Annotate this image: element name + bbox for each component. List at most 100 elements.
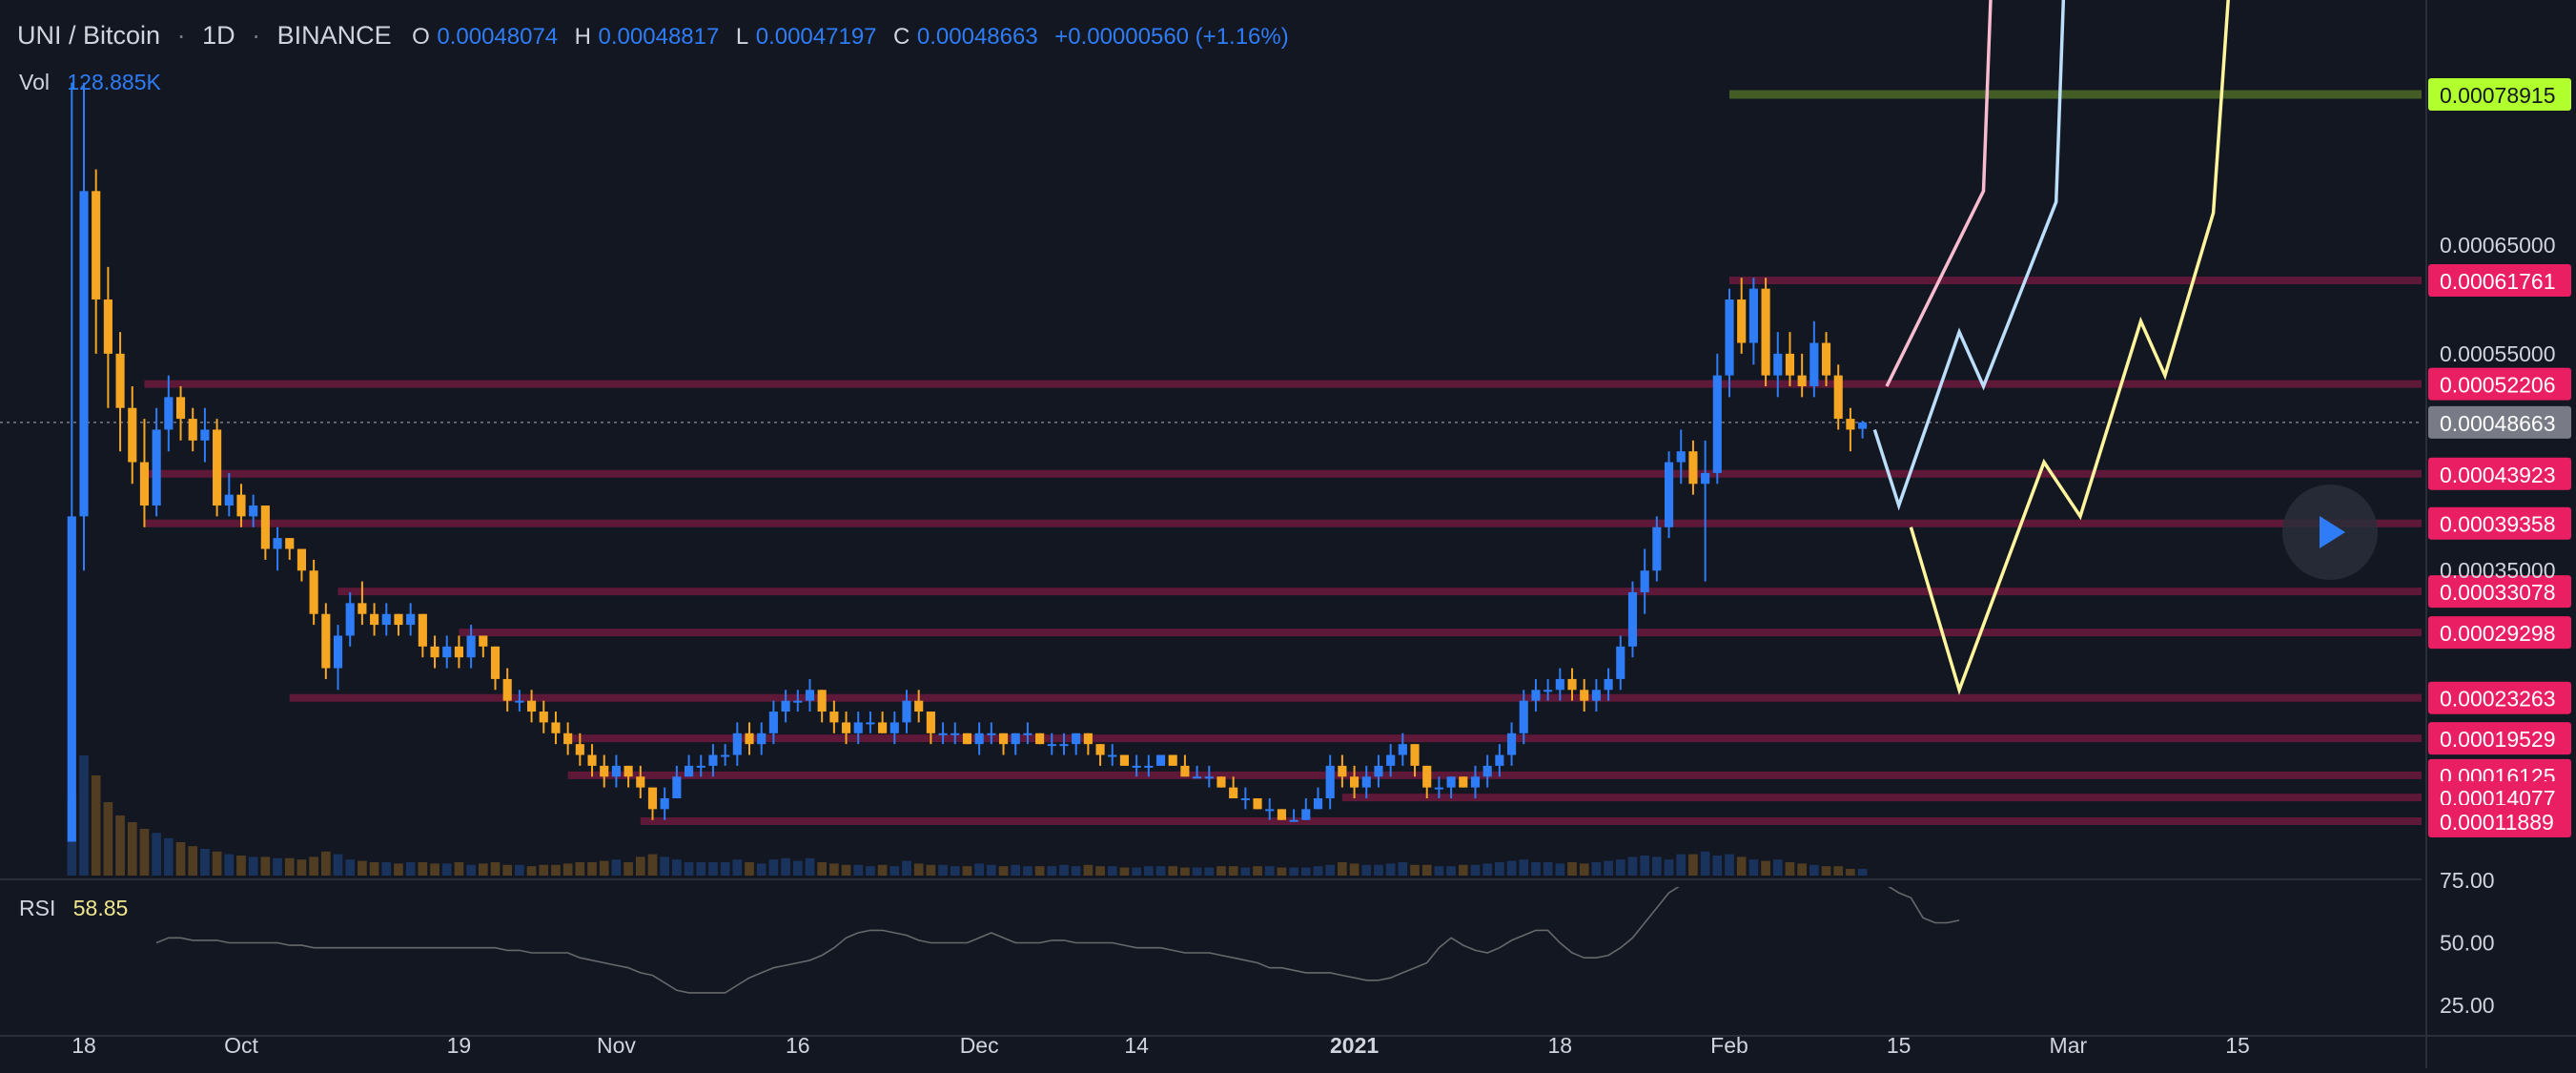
volume-bar <box>1095 866 1105 876</box>
time-tick-label: 16 <box>786 1033 810 1058</box>
volume-bar <box>381 862 392 876</box>
candle-body <box>188 419 197 441</box>
level-label-bg[interactable] <box>2428 681 2571 714</box>
candle-body <box>926 712 935 733</box>
candle-body <box>1240 797 1250 800</box>
candle-body <box>502 678 512 701</box>
candle-body <box>1410 744 1420 766</box>
volume-bar <box>1410 864 1420 876</box>
level-label: 0.00078915 <box>2440 83 2556 108</box>
projection-path[interactable] <box>1885 0 1995 387</box>
candle-body <box>1627 591 1638 647</box>
candle-body <box>1809 342 1819 386</box>
level-label-bg[interactable] <box>2428 264 2571 297</box>
volume-bar <box>430 863 440 876</box>
candle-body <box>684 765 694 777</box>
volume-bar <box>1385 863 1396 876</box>
level-label-bg[interactable] <box>2428 506 2571 540</box>
volume-bar <box>696 862 706 876</box>
rsi-legend: RSI 58.85 <box>19 896 128 920</box>
legend-low-label: L <box>736 24 748 50</box>
candle-body <box>406 613 416 626</box>
current-price-line: 0.00048663 <box>0 405 2571 439</box>
candle-body <box>1712 375 1722 473</box>
volume-bar <box>1555 863 1565 876</box>
candle-body <box>962 733 972 745</box>
candle-body <box>563 733 573 745</box>
volume-bar <box>1821 866 1831 876</box>
volume-bar <box>1531 862 1541 876</box>
candle-body <box>1386 754 1396 766</box>
candle-body <box>1531 690 1541 701</box>
candle-body <box>1047 744 1056 747</box>
price-axis[interactable]: 0.001000000.000650000.000550000.00035000… <box>2440 0 2556 1018</box>
legend-open-label: O <box>412 24 430 50</box>
price-tick-label: 0.00055000 <box>2440 341 2556 366</box>
time-axis[interactable]: 18 Oct 19 Nov 16 Dec 14 2021 18 Feb 15 Mar 15 <box>72 1033 2250 1058</box>
volume-bar <box>1725 854 1734 876</box>
volume-bar <box>1034 866 1045 876</box>
candle-body <box>321 613 331 669</box>
volume-bar <box>1833 866 1844 876</box>
candle-body <box>92 191 101 300</box>
candle-body <box>1748 288 1758 343</box>
candle-body <box>793 700 803 703</box>
level-label-bg[interactable] <box>2428 805 2571 837</box>
candle-body <box>1132 765 1141 768</box>
legend-close-label: C <box>893 24 910 50</box>
level-label-bg[interactable] <box>2428 616 2571 650</box>
volume-bar <box>1688 854 1698 876</box>
volume-bar <box>1011 864 1021 876</box>
volume-bar <box>1458 864 1468 876</box>
time-tick-label: 2021 <box>1330 1033 1379 1058</box>
volume-bar <box>1204 867 1215 876</box>
candle-body <box>1023 733 1032 735</box>
candle-body <box>1155 754 1166 766</box>
candle-body <box>829 712 839 723</box>
current-price-label: 0.00048663 <box>2440 411 2556 436</box>
horizontal-levels[interactable]: 0.001197120.000905000.000789150.00061761… <box>144 0 2571 837</box>
level-label-bg[interactable] <box>2428 77 2571 111</box>
level-label-bg[interactable] <box>2428 367 2571 401</box>
volume-bar <box>817 862 827 876</box>
projection-path[interactable] <box>1872 0 2068 511</box>
candle-body <box>1591 690 1601 701</box>
volume-bars <box>67 755 1868 876</box>
volume-bar <box>624 862 633 876</box>
volume-bar <box>1567 862 1577 876</box>
candle-body <box>1434 787 1443 790</box>
candle-body <box>757 733 767 745</box>
volume-bar <box>853 864 864 876</box>
candle-body <box>1446 776 1456 788</box>
time-tick-label: 14 <box>1124 1033 1149 1058</box>
candle-body <box>1737 299 1747 343</box>
projection-paths[interactable] <box>1872 0 2253 695</box>
candle-body <box>889 722 899 733</box>
candle-body <box>164 397 174 430</box>
candle-body <box>454 646 463 658</box>
time-tick-label: 19 <box>447 1033 472 1058</box>
play-button[interactable] <box>2282 485 2378 580</box>
candle-body <box>853 722 863 733</box>
rsi-tick-label: 50.00 <box>2440 931 2495 956</box>
candle-body <box>1119 754 1130 766</box>
candle-body <box>902 700 911 723</box>
level-label-bg[interactable] <box>2428 722 2571 755</box>
level-label-bg[interactable] <box>2428 457 2571 490</box>
volume-bar <box>1748 859 1759 876</box>
projection-path[interactable] <box>1909 0 2238 695</box>
volume-bar <box>1300 867 1311 876</box>
candle-body <box>866 722 875 725</box>
volume-bar <box>950 866 960 876</box>
candle-body <box>721 754 730 757</box>
volume-bar <box>1047 866 1057 876</box>
level-label-bg[interactable] <box>2428 575 2571 609</box>
candle-body <box>1229 787 1238 798</box>
legend-interval: 1D <box>202 21 235 50</box>
candle-body <box>1289 819 1298 822</box>
candle-body <box>1072 733 1081 745</box>
candle-body <box>1095 744 1105 755</box>
candle-body <box>1676 451 1686 463</box>
volume-bar <box>913 863 924 876</box>
